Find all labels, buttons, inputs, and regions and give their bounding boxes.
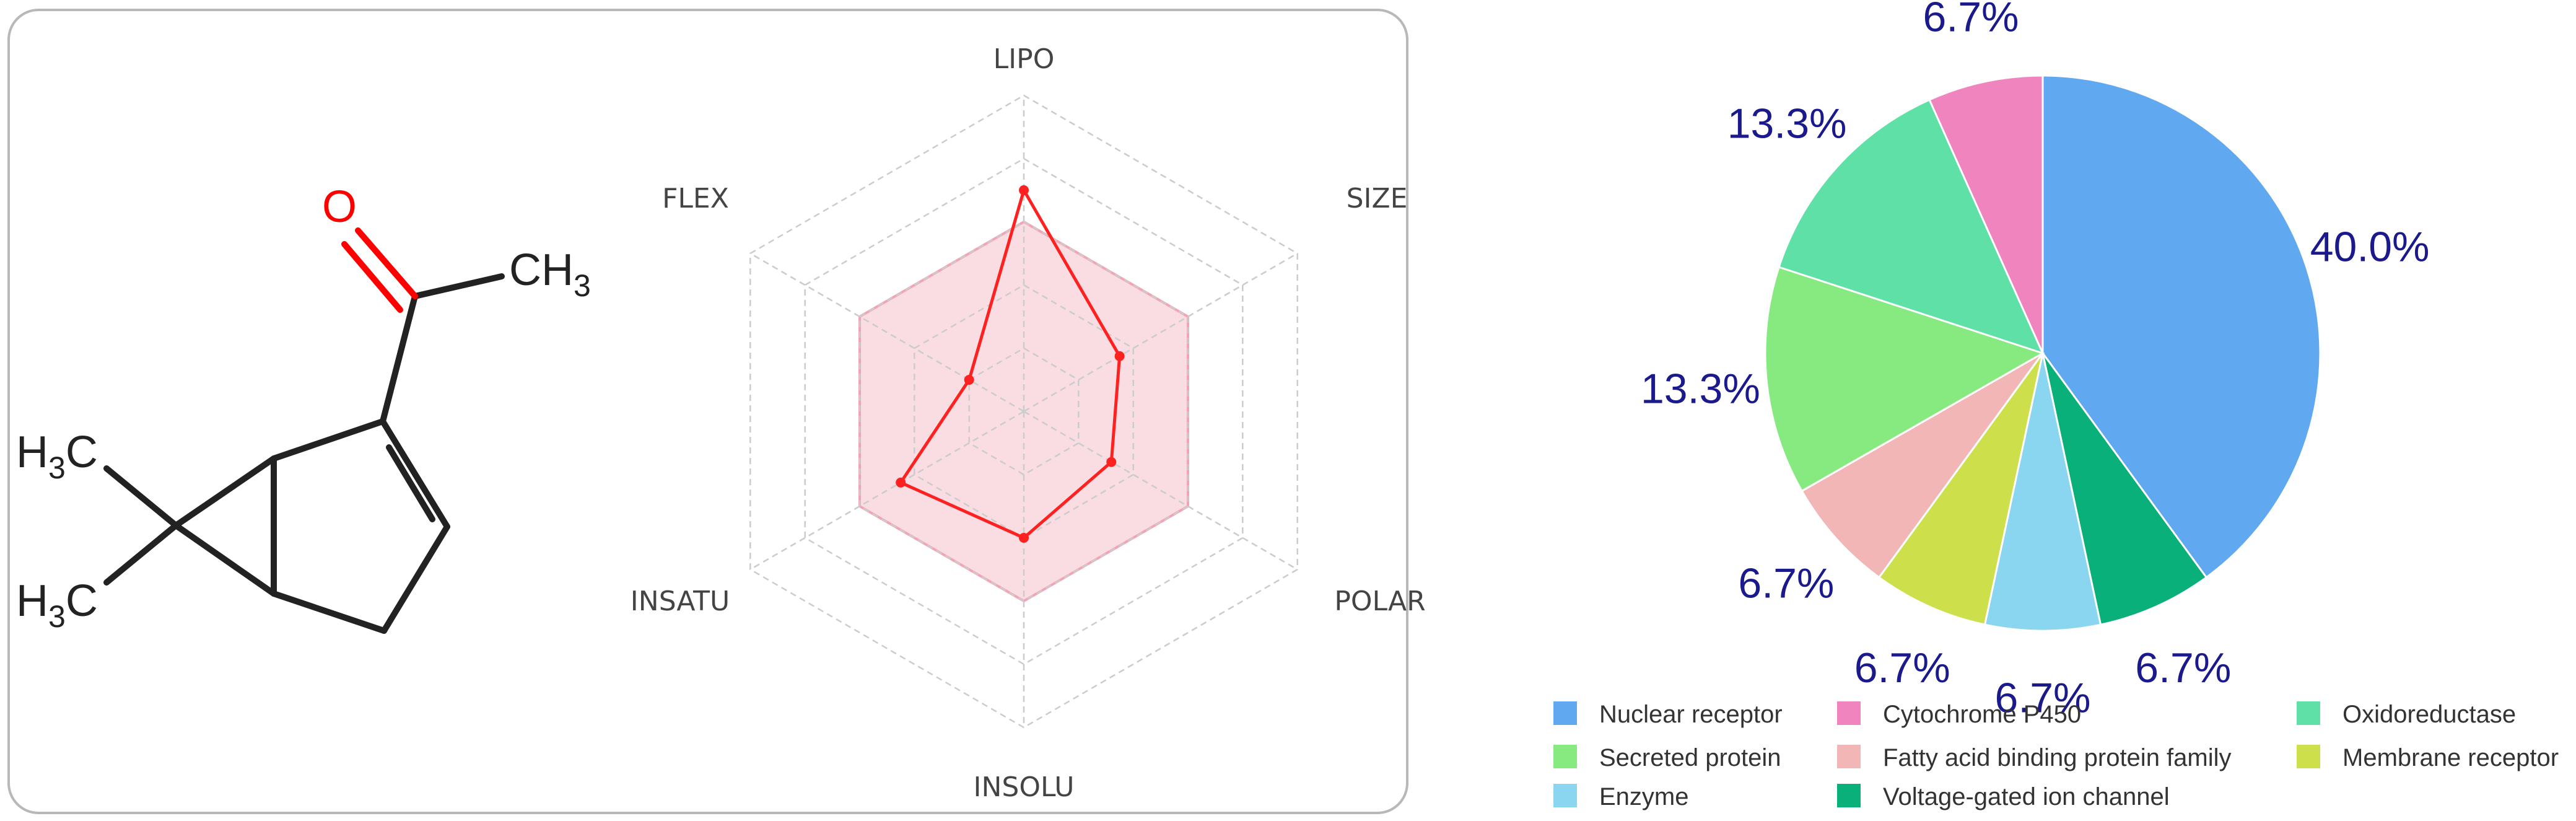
radar-axis-label-lipo: LIPO xyxy=(993,43,1055,75)
radar-point-flex xyxy=(964,375,974,385)
legend-swatch-oxidoreductase xyxy=(2297,701,2320,725)
pie-legend: Nuclear receptor Cytochrome P450 Oxidoredu… xyxy=(1553,701,2559,810)
radar-axis-label-insatu: INSATU xyxy=(631,586,730,617)
bond-carbonyl-oxygen-a xyxy=(355,227,418,299)
legend-label-fatty-acid-binding-protein-family: Fatty acid binding protein family xyxy=(1883,744,2232,771)
bond-c1-c2 xyxy=(271,418,386,462)
pie-slice-nuclear-receptor xyxy=(2041,74,2321,579)
legend-swatch-fatty-acid-binding-protein-family xyxy=(1837,745,1861,768)
methyl-top-label: CH3 xyxy=(509,245,591,303)
bond-c6-methyl-a xyxy=(103,465,179,529)
legend-swatch-nuclear-receptor xyxy=(1553,701,1577,725)
legend-swatch-membrane-receptor xyxy=(2297,745,2320,768)
pie-label-oxidoreductase: 13.3% xyxy=(1727,100,1847,147)
bond-c3-c4 xyxy=(381,524,450,634)
legend-label-membrane-receptor: Membrane receptor xyxy=(2342,744,2559,771)
methyl-b-label: H3C xyxy=(16,576,98,634)
pie-slice-voltage-gated-ion-channel xyxy=(2041,353,2208,626)
legend-label-secreted-protein: Secreted protein xyxy=(1599,744,1781,771)
pie-label-fatty-acid-binding-protein-family: 6.7% xyxy=(1738,560,1834,607)
radar-axis-label-polar: POLAR xyxy=(1334,586,1425,617)
radar-point-insolu xyxy=(1019,533,1029,543)
pie-slice-membrane-receptor xyxy=(1877,353,2044,626)
bond-c2-c3-double-outer xyxy=(380,418,450,530)
radar-axis-label-insolu: INSOLU xyxy=(974,771,1075,803)
bond-c6-methyl-b xyxy=(103,522,179,586)
legend-swatch-enzyme xyxy=(1553,784,1577,807)
methyl-top-subscript: 3 xyxy=(574,268,591,303)
bond-c4-c5 xyxy=(271,591,387,634)
legend-label-enzyme: Enzyme xyxy=(1599,783,1689,810)
pie-label-enzyme: 6.7% xyxy=(1995,675,2091,722)
methyl-b-h: H xyxy=(16,576,48,626)
radar-axis-label-flex: FLEX xyxy=(662,183,729,214)
left-panel-frame xyxy=(7,9,1408,814)
pie-label-cytochrome-p450: 6.7% xyxy=(1923,0,2019,41)
radar-axis-label-size: SIZE xyxy=(1347,183,1408,214)
radar-point-size xyxy=(1114,351,1125,361)
bond-c2-carbonyl xyxy=(380,293,418,424)
radar-spoke xyxy=(1023,252,1298,413)
bond-carbonyl-methyl xyxy=(412,273,505,299)
radar-point-polar xyxy=(1106,457,1117,467)
radar-spoke xyxy=(1023,410,1298,571)
pie-slice-fatty-acid-binding-protein-family xyxy=(1801,352,2044,579)
methyl-a-h: H xyxy=(16,428,48,477)
radar-point-lipo xyxy=(1019,185,1029,195)
radar-chart: LIPO SIZE POLAR INSOLU INSATU FLEX xyxy=(631,43,1426,803)
pie-chart: 40.0% 6.7% 6.7% 6.7% 6.7% 13.3% 13.3% 6.7% xyxy=(1641,0,2430,722)
legend-swatch-secreted-protein xyxy=(1553,745,1577,768)
bond-carbonyl-oxygen-b xyxy=(341,241,403,313)
legend-label-voltage-gated-ion-channel: Voltage-gated ion channel xyxy=(1883,783,2170,810)
methyl-a-subscript: 3 xyxy=(48,450,66,485)
pie-slice-enzyme xyxy=(1983,353,2102,632)
methyl-b-c: C xyxy=(66,576,98,626)
methyl-b-subscript: 3 xyxy=(48,599,66,634)
radar-point-insatu xyxy=(896,477,906,488)
legend-swatch-cytochrome-p450 xyxy=(1837,701,1861,725)
bond-c2-c3-double-inner xyxy=(386,444,435,522)
pie-label-secreted-protein: 13.3% xyxy=(1641,366,1760,413)
pie-slice-cytochrome-p450 xyxy=(1928,74,2044,354)
bond-c1-c6 xyxy=(173,455,277,529)
legend-label-cytochrome-p450: Cytochrome P450 xyxy=(1883,701,2081,728)
pie-label-nuclear-receptor: 40.0% xyxy=(2310,224,2430,271)
bond-c5-c6 xyxy=(173,522,277,597)
methyl-top-text: CH xyxy=(509,245,574,295)
legend-label-oxidoreductase: Oxidoreductase xyxy=(2342,701,2516,728)
oxygen-label: O xyxy=(322,182,357,232)
pie-label-membrane-receptor: 6.7% xyxy=(1854,644,1950,691)
pie-label-voltage-gated-ion-channel: 6.7% xyxy=(2135,644,2231,691)
molecule-structure xyxy=(103,227,505,634)
radar-spoke xyxy=(749,410,1024,571)
legend-swatch-voltage-gated-ion-channel xyxy=(1837,784,1861,807)
legend-label-nuclear-receptor: Nuclear receptor xyxy=(1599,701,1783,728)
methyl-a-label: H3C xyxy=(16,428,98,485)
molecule-atom-labels: O CH3 H3C H3C xyxy=(16,182,591,634)
radar-spoke xyxy=(749,252,1024,413)
methyl-a-c: C xyxy=(66,428,98,477)
pie-slice-secreted-protein xyxy=(1764,266,2045,493)
pie-slice-oxidoreductase xyxy=(1778,99,2045,355)
